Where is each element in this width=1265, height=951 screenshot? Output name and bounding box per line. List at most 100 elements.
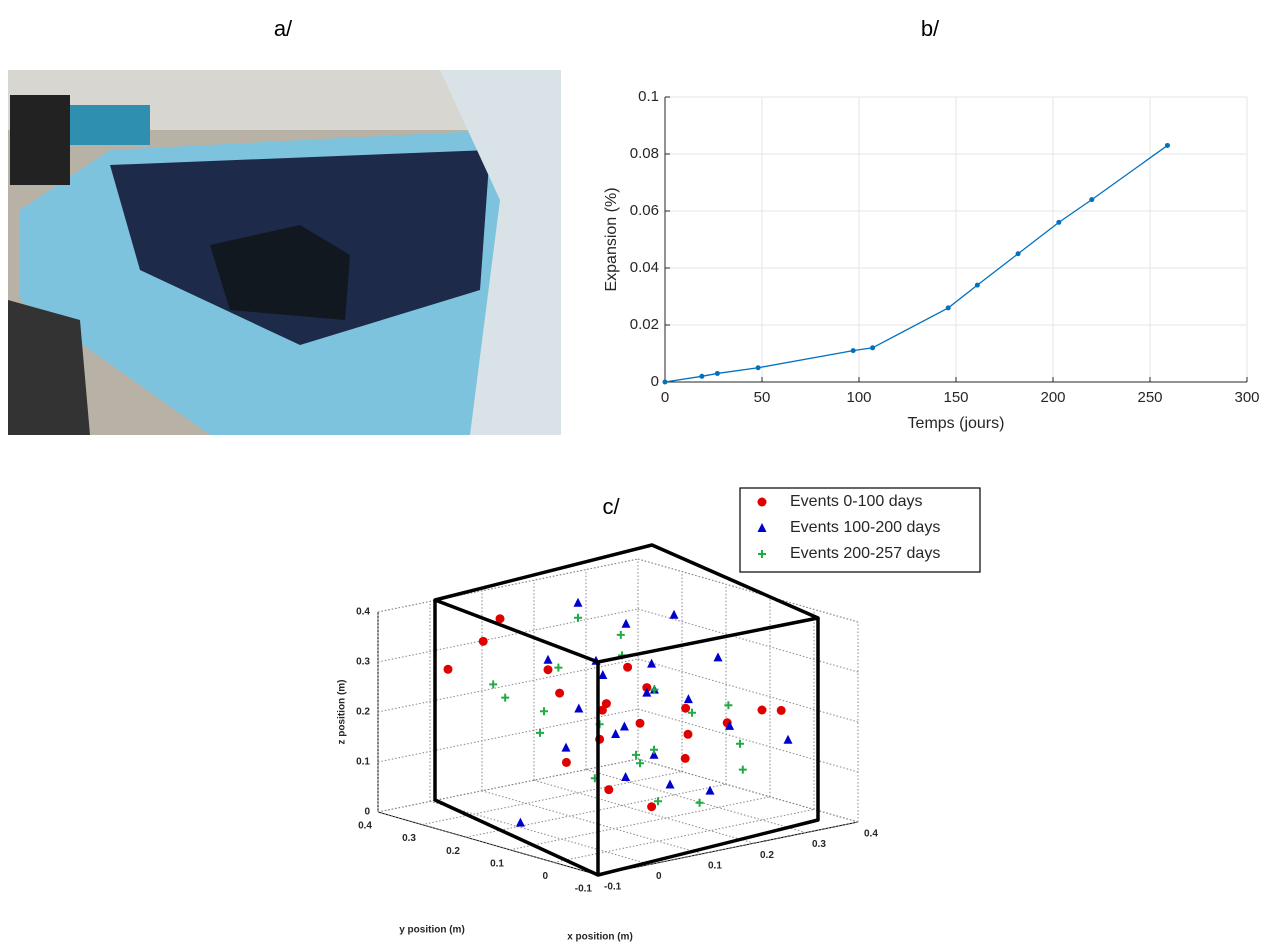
y-tick-label: 0.1 <box>490 858 504 869</box>
grid-line <box>553 808 815 863</box>
data-point <box>681 703 691 713</box>
data-point <box>543 665 553 675</box>
data-point <box>776 705 786 715</box>
data-point <box>870 345 876 351</box>
x-tick-label: 0.1 <box>708 860 722 871</box>
x-tick-label: 300 <box>1234 389 1259 406</box>
grid-line <box>377 758 639 813</box>
y-tick-label: 0.02 <box>630 316 659 333</box>
data-point <box>561 757 571 767</box>
y-axis-label: y position (m) <box>399 925 465 936</box>
legend-label: Events 200-257 days <box>790 545 940 562</box>
legend-label: Events 0-100 days <box>790 493 923 510</box>
data-point <box>738 765 747 774</box>
data-point <box>699 373 705 379</box>
data-point <box>1056 219 1062 225</box>
data-point <box>647 658 657 668</box>
data-point <box>543 654 553 664</box>
z-tick-label: 0.1 <box>356 757 370 768</box>
grid-line <box>429 800 651 865</box>
grid-line <box>377 558 639 613</box>
y-tick-label: 0.06 <box>630 202 659 219</box>
data-point <box>573 597 583 607</box>
z-tick-label: 0.2 <box>356 707 370 718</box>
data-point <box>540 707 548 716</box>
data-point <box>945 305 951 311</box>
photo <box>8 70 561 435</box>
grid-line <box>509 796 771 851</box>
data-point <box>621 772 631 782</box>
data-line <box>664 144 1168 383</box>
data-point <box>501 693 510 702</box>
data-point <box>683 729 693 739</box>
data-point <box>635 718 645 728</box>
data-point <box>642 687 652 697</box>
x-tick-label: 250 <box>1137 389 1162 406</box>
data-point <box>783 734 793 744</box>
x-tick-label: 0.3 <box>812 839 826 850</box>
data-point <box>515 817 525 827</box>
data-point <box>662 379 668 385</box>
x-tick-label: 0.4 <box>864 829 878 840</box>
data-point <box>598 670 608 679</box>
grid-line <box>377 708 639 763</box>
data-point <box>654 797 662 806</box>
axis <box>377 811 599 876</box>
y-tick-label: 0.1 <box>638 88 659 105</box>
x-tick-label: 150 <box>943 389 968 406</box>
legend-marker <box>758 550 766 558</box>
data-point <box>713 652 723 662</box>
grid-line <box>597 821 859 876</box>
grid-line <box>481 790 703 855</box>
y-tick-label: 0.04 <box>630 259 659 276</box>
grid-line <box>637 658 859 723</box>
x-tick-label: 0 <box>656 871 662 882</box>
legend-marker <box>757 497 767 507</box>
x-tick-label: 200 <box>1040 389 1065 406</box>
y-tick-label: 0.4 <box>358 821 372 832</box>
data-point <box>597 705 607 715</box>
data-point <box>632 750 640 759</box>
grid-line <box>637 708 859 773</box>
data-point <box>688 708 696 717</box>
grid-line <box>377 608 639 663</box>
data-point <box>650 745 658 754</box>
panel-label: c/ <box>602 494 620 519</box>
data-point <box>489 680 498 689</box>
y-tick-label: 0 <box>651 373 659 390</box>
data-point <box>554 663 563 672</box>
data-point <box>974 282 980 288</box>
data-point <box>1089 197 1095 203</box>
x-axis-label: x position (m) <box>567 932 633 943</box>
data-point <box>714 370 720 376</box>
data-point <box>695 798 704 807</box>
data-point <box>724 701 733 710</box>
data-point <box>574 703 584 713</box>
data-point <box>621 618 631 628</box>
grid-line <box>465 783 727 838</box>
data-point <box>1164 142 1170 148</box>
y-tick-label: 0.2 <box>446 846 460 857</box>
x-tick-label: 0.2 <box>760 850 774 861</box>
z-tick-label: 0.3 <box>356 657 370 668</box>
legend-label: Events 100-200 days <box>790 519 940 536</box>
data-point <box>669 609 679 619</box>
x-tick-label: 0 <box>661 389 669 406</box>
data-point <box>561 742 571 752</box>
x-tick-label: 100 <box>846 389 871 406</box>
data-point <box>636 759 644 768</box>
data-point <box>850 348 856 354</box>
sample-box <box>433 600 820 877</box>
data-point <box>650 685 659 694</box>
z-tick-label: 0 <box>364 807 370 818</box>
grid-line <box>377 658 639 713</box>
legend-marker <box>757 523 767 532</box>
z-tick-label: 0.4 <box>356 607 370 618</box>
data-point <box>757 705 767 715</box>
y-tick-label: 0.08 <box>630 145 659 162</box>
data-point <box>647 802 657 812</box>
data-point <box>680 753 690 763</box>
panel-label: b/ <box>921 16 940 41</box>
grid-line <box>637 758 859 823</box>
